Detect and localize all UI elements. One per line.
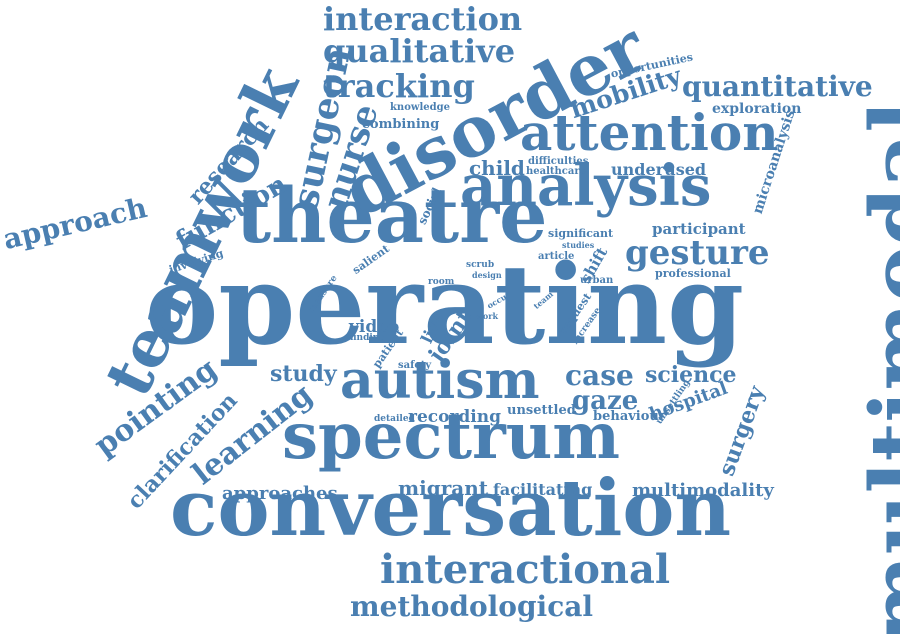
word-study: study [270,361,337,387]
word-tracking: tracking [323,67,475,105]
word-safety: safety [398,360,432,371]
word-healthcare: healthcare [526,166,586,177]
word-case: case [565,359,634,392]
word-scrub: scrub [466,260,495,270]
word-autism: autism [340,350,540,411]
word-gesture: gesture [625,233,770,273]
word-conversation: conversation [170,463,732,554]
word-unsettled: unsettled [507,403,576,418]
word-interactional: interactional [380,546,671,593]
word-migrant: migrant [398,476,489,500]
word-child: child [469,156,525,180]
word-work: work [476,311,498,321]
word-analysis: analysis [460,153,712,219]
word-difficulties: difficulties [528,156,589,167]
word-behaviour: behaviour [593,409,666,424]
word-video: video [349,317,400,337]
word-approach: approach [0,190,151,257]
word-attention: attention [520,103,779,162]
word-urban: urban [580,275,614,286]
word-design: design [472,270,502,280]
word-finding: finding [350,333,386,343]
word-interaction: interaction [323,0,523,38]
word-exploration: exploration [712,101,802,117]
word-recording: recording [408,407,502,427]
word-quantitative: quantitative [682,70,873,103]
word-spectrum: spectrum [282,399,620,474]
word-methodological: methodological [350,590,594,623]
word-facilitating: facilitating [493,480,593,499]
word-approaches: approaches [222,483,338,504]
word-significant: significant [548,227,614,240]
word-underused: underused [611,160,707,179]
word-operating: operating [145,240,744,369]
word-science: science [645,362,737,388]
word-participant: participant [652,220,746,238]
word-qualitative: qualitative [323,32,516,70]
word-multimodality: multimodality [632,480,774,501]
word-knowledge: knowledge [390,102,450,113]
word-theatre: theatre [236,171,548,260]
word-article: article [538,251,575,262]
word-multimodal: multimodal [851,100,900,634]
word-detailed: detailed [374,414,415,424]
word-professional: professional [655,267,731,280]
word-room: room [428,277,455,287]
word-studies: studies [562,240,595,250]
word-gaze: gaze [572,386,639,416]
word-combining: combining [362,117,440,132]
